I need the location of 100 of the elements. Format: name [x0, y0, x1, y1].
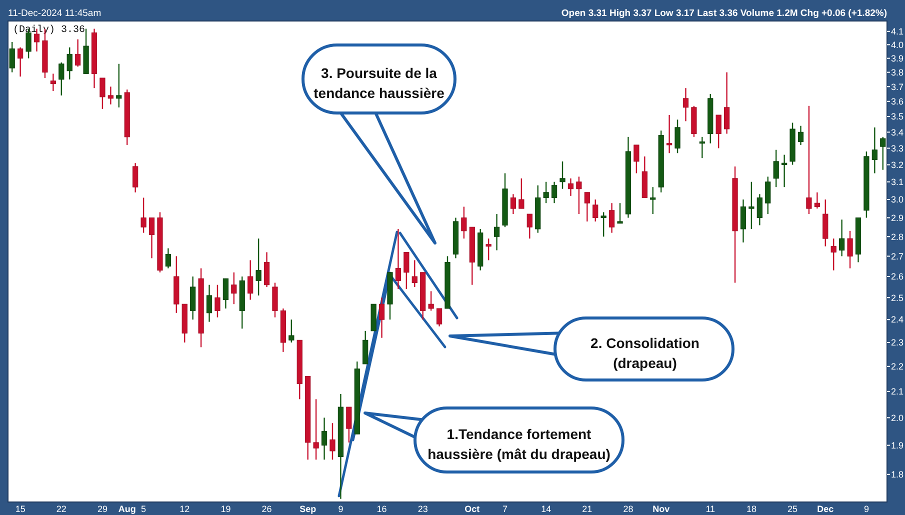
text: 11-Dec-2024 11:45am — [8, 8, 102, 19]
candlestick — [773, 149, 779, 188]
candlestick — [650, 186, 656, 215]
candlestick — [140, 197, 146, 234]
x-tick-label: Aug — [118, 504, 136, 514]
candlestick — [609, 202, 615, 234]
candlestick — [231, 272, 237, 305]
x-tick-label: 25 — [788, 504, 798, 514]
candlestick — [148, 217, 155, 259]
candlestick — [847, 230, 853, 269]
y-tick-label: 3.7 — [891, 82, 904, 92]
x-tick-label: 16 — [376, 504, 387, 514]
candlestick — [634, 144, 640, 174]
x-tick-label: 18 — [746, 504, 756, 514]
candlestick — [9, 41, 15, 73]
annotation: 1.Tendance fortement haussière (mât du drapeau) — [428, 426, 610, 462]
candlestick — [880, 136, 886, 170]
candlestick — [765, 176, 771, 215]
y-tick-label: 3.1 — [891, 177, 904, 188]
y-tick-label: 3.3 — [891, 143, 904, 154]
candlestick — [18, 46, 24, 78]
candlestick — [560, 160, 566, 190]
x-tick-label: 29 — [97, 504, 108, 514]
candlestick — [436, 308, 442, 327]
chart-subtitle: Open 3.31 High 3.37 Low 3.17 Last 3.36 Volume 1.2M Chg +0.06 (+1.82%) — [561, 8, 887, 19]
y-tick-label: 3.6 — [891, 96, 904, 107]
candlestick — [518, 178, 524, 210]
candlestick — [682, 88, 689, 122]
candlestick — [264, 252, 270, 288]
candlestick — [748, 181, 754, 230]
candlestick — [321, 417, 328, 460]
candlestick — [740, 198, 746, 244]
candlestick — [592, 198, 598, 222]
x-tick-label: 21 — [582, 504, 592, 514]
x-tick-label: 15 — [15, 504, 26, 514]
candlestick — [584, 192, 590, 222]
y-tick-label: 3.5 — [891, 112, 904, 122]
y-tick-label: 3.8 — [891, 67, 904, 78]
x-tick-label: 14 — [541, 504, 552, 514]
candlestick — [256, 238, 262, 296]
candlestick — [100, 77, 106, 110]
candlestick — [486, 238, 492, 261]
candlestick — [330, 422, 336, 460]
y-tick-label: 2.6 — [891, 272, 904, 282]
candlestick — [666, 114, 672, 154]
x-tick-label: Nov — [652, 504, 670, 514]
candlestick — [526, 213, 532, 240]
x-tick-label: 26 — [262, 504, 272, 514]
candlestick — [395, 228, 402, 290]
candlestick — [806, 105, 812, 215]
candlestick — [716, 114, 722, 149]
y-tick-label: 2.0 — [891, 412, 904, 423]
candlestick — [313, 398, 319, 460]
candlestick — [214, 284, 220, 318]
x-tick-label: 23 — [418, 504, 428, 514]
candlestick — [872, 126, 878, 174]
candlestick — [404, 252, 410, 290]
candlestick — [600, 212, 606, 238]
candlestick — [494, 213, 500, 251]
annotation: 3. Poursuite de la tendance haussière — [314, 64, 445, 101]
y-tick-label: 3.2 — [891, 160, 904, 170]
candlestick — [724, 72, 730, 134]
candlestick — [248, 260, 254, 300]
candlestick — [116, 63, 122, 108]
candlestick — [617, 202, 623, 224]
y-tick-label: 4.1 — [891, 26, 904, 37]
y-tick-label: 3.9 — [891, 53, 904, 64]
x-tick-label: 5 — [141, 504, 146, 514]
x-tick-label: 9 — [338, 504, 344, 514]
candlestick — [132, 162, 138, 193]
candlestick — [412, 260, 418, 288]
candlestick — [362, 330, 368, 365]
y-tick-label: 4.0 — [891, 40, 904, 50]
x-tick-label: 7 — [502, 504, 508, 514]
x-tick-label: 28 — [623, 504, 634, 514]
candlestick — [510, 194, 516, 215]
x-tick-label: Dec — [817, 504, 834, 514]
candlestick — [830, 238, 836, 271]
candlestick — [839, 219, 845, 257]
candlestick — [206, 284, 212, 322]
candlestick — [66, 46, 72, 80]
candlestick — [814, 192, 820, 210]
y-tick-label: 2.9 — [891, 212, 904, 223]
candlestick — [699, 136, 705, 159]
x-tick-label: 19 — [220, 504, 231, 514]
annotation: 2. Consolidation (drapeau) — [590, 334, 700, 371]
candlestick — [461, 206, 467, 240]
candlestick — [288, 318, 294, 344]
y-tick-label: 2.7 — [891, 251, 904, 262]
candlestick — [378, 297, 385, 338]
x-tick-label: 9 — [864, 504, 869, 514]
x-tick-label: 12 — [180, 504, 190, 514]
candlestick — [272, 282, 278, 318]
candlestick — [190, 276, 196, 320]
candlestick — [50, 73, 56, 92]
y-tick-label: 3.0 — [891, 194, 904, 205]
candlestick — [222, 278, 228, 310]
candlestick — [108, 86, 114, 105]
candlestick — [782, 154, 788, 188]
candlestick — [798, 125, 804, 146]
